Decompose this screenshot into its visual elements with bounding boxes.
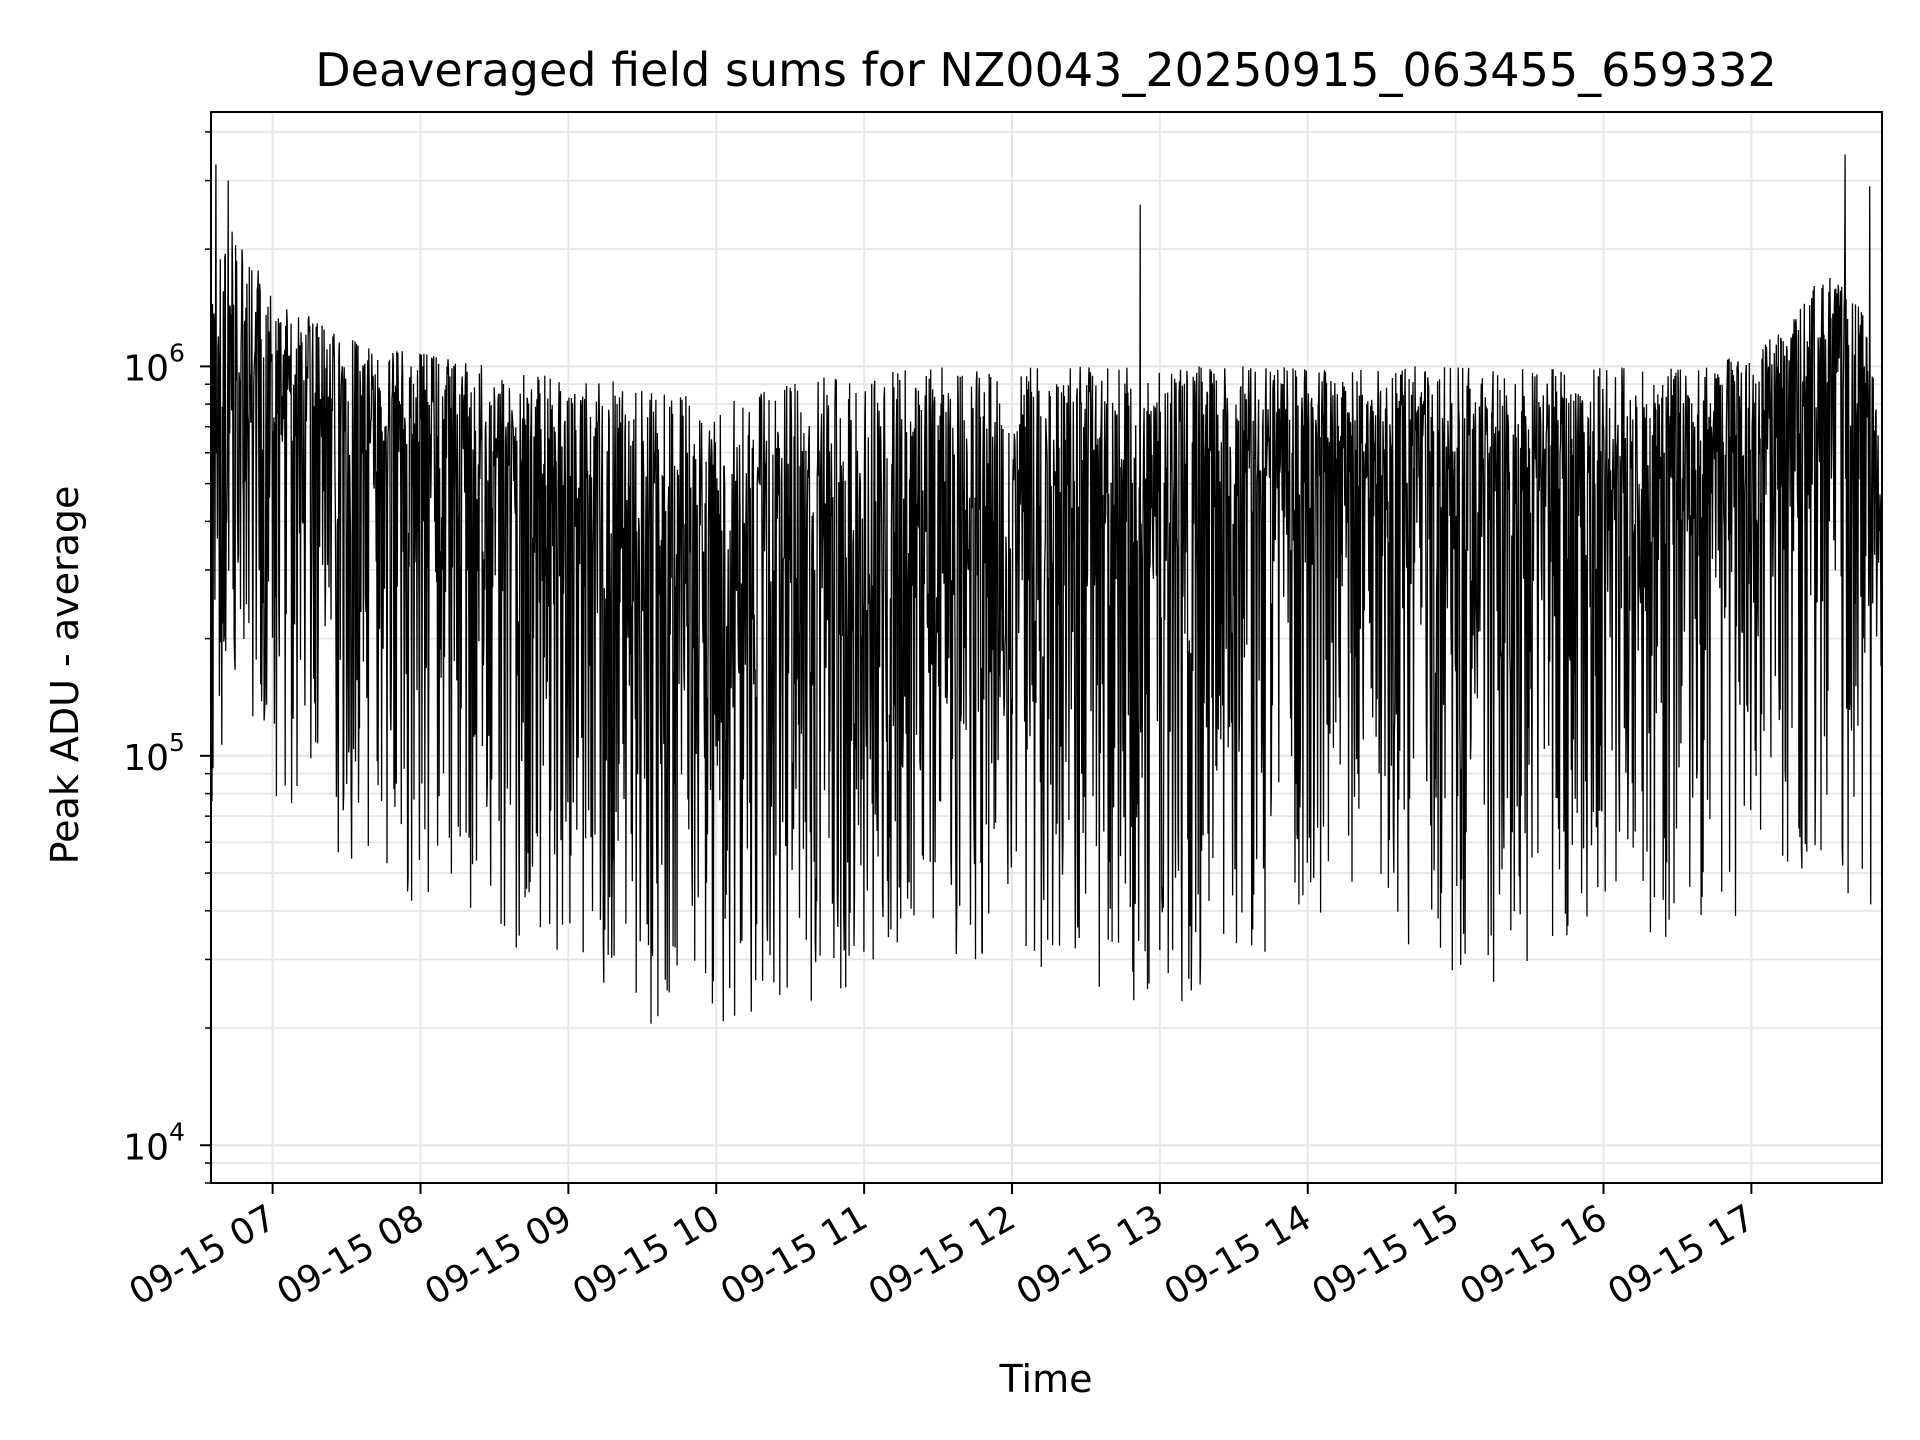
series-path	[210, 154, 1883, 1138]
chart-title: Deaveraged field sums for NZ0043_2025091…	[315, 43, 1776, 97]
plot-frame	[210, 111, 1883, 1184]
series-line	[210, 154, 1883, 1138]
y-tick-exponent: 4	[169, 1117, 185, 1146]
y-axis-label: Peak ADU - average	[43, 486, 87, 865]
y-tick-exponent: 6	[169, 338, 185, 367]
y-tick-label: 10	[123, 1127, 169, 1168]
y-tick-label: 10	[123, 738, 169, 779]
grid-lines	[211, 112, 1882, 1184]
x-axis-label: Time	[999, 1357, 1093, 1401]
y-tick-exponent: 5	[169, 728, 185, 757]
y-tick-label: 10	[123, 348, 169, 389]
